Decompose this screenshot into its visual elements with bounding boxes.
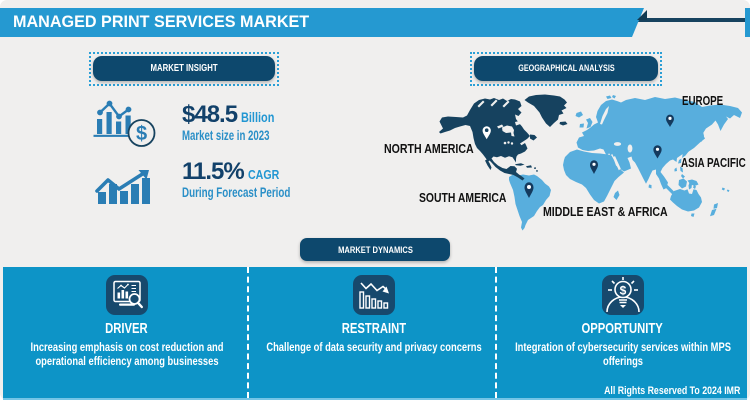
svg-text:$: $	[136, 123, 147, 145]
svg-text:$: $	[619, 284, 626, 298]
